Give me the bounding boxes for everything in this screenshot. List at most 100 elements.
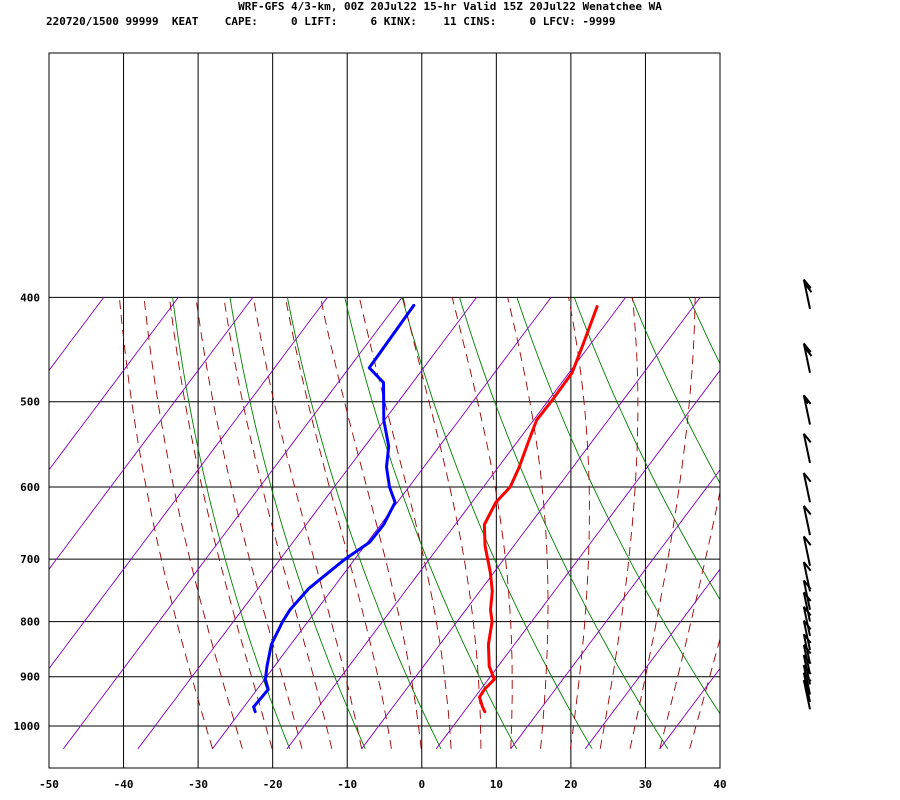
- y-tick-label: 500: [20, 396, 40, 409]
- wind-barb-staff: [802, 592, 811, 622]
- x-axis-tick-labels: -50 -40 -30 -20 -10 0 10 20 30 40: [39, 778, 727, 791]
- plot-frame: [48, 52, 721, 769]
- moist-adiabat-line: [252, 297, 363, 749]
- wind-barb-staff: [802, 672, 811, 703]
- isotherm-line: [137, 297, 477, 750]
- isotherm-line: [49, 297, 328, 670]
- dewpoint-profile-line: [252, 303, 416, 714]
- x-tick-label: 0: [418, 778, 425, 791]
- x-tick-label: -30: [188, 778, 208, 791]
- y-axis-tick-labels: 400 500 600 700 800 900 1000: [14, 291, 41, 733]
- wind-barb-full-flag: [803, 346, 813, 357]
- moist-adiabat-line: [659, 489, 720, 749]
- moist-adiabat-line: [143, 297, 243, 749]
- wind-barb-full-flag: [803, 579, 812, 590]
- x-tick-label: 40: [713, 778, 726, 791]
- dry-adiabat-line: [631, 297, 720, 485]
- isotherm-lines: [49, 297, 900, 750]
- dry-adiabat-line: [688, 297, 720, 365]
- dry-adiabat-line: [804, 297, 900, 749]
- wind-barb-full-flag: [803, 505, 812, 516]
- isotherm-line: [49, 297, 179, 471]
- dry-adiabat-line: [459, 297, 669, 750]
- isotherm-line: [63, 297, 403, 750]
- moist-adiabat-line: [223, 297, 333, 749]
- wind-barb-full-flag: [803, 342, 812, 353]
- x-tick-label: -10: [337, 778, 357, 791]
- isotherm-line: [286, 297, 627, 750]
- wind-barb-full-flag: [803, 535, 812, 546]
- y-tick-label: 400: [20, 291, 40, 304]
- y-tick-label: 900: [20, 671, 40, 684]
- wind-barb-full-flag: [803, 644, 812, 655]
- dry-adiabat-line: [573, 297, 720, 601]
- moist-adiabat-line: [284, 297, 392, 749]
- adiabat-lines: [118, 297, 900, 750]
- wind-barb-staff: [802, 620, 811, 651]
- moist-adiabat-line: [689, 637, 720, 749]
- wind-barb-staff: [802, 664, 811, 695]
- wind-barb-staff: [802, 679, 811, 710]
- dry-adiabat-line: [172, 297, 291, 749]
- wind-barb-staff: [802, 536, 811, 566]
- isotherm-line: [212, 297, 552, 750]
- sounding-profiles: [252, 303, 599, 714]
- wind-barb-full-flag: [803, 664, 812, 675]
- isotherm-line: [734, 297, 900, 749]
- y-tick-label: 700: [20, 553, 40, 566]
- wind-barb-full-flag: [803, 561, 812, 572]
- dry-adiabat-line: [344, 297, 517, 750]
- wind-barb-staff: [802, 505, 811, 536]
- isotherm-line: [659, 667, 720, 750]
- moist-adiabat-line: [402, 297, 482, 749]
- wind-barb-full-flag: [803, 394, 812, 405]
- isotherm-line: [49, 297, 105, 372]
- wind-barb-staff: [802, 472, 811, 503]
- y-tick-label: 1000: [14, 720, 41, 733]
- wind-barb-full-flag: [803, 654, 812, 665]
- wind-barb-full-flag: [803, 633, 812, 644]
- wind-barb-full-flag: [803, 472, 812, 483]
- dry-adiabat-line: [286, 297, 442, 749]
- moist-adiabat-line: [118, 297, 213, 749]
- wind-barb-full-flag: [803, 591, 812, 602]
- wind-barb-full-flag: [803, 433, 812, 444]
- chart-title: WRF-GFS 4/3-km, 00Z 20Jul22 15-hr Valid …: [238, 0, 662, 13]
- x-tick-label: -50: [39, 778, 59, 791]
- y-tick-label: 600: [20, 481, 40, 494]
- dry-adiabat-line: [516, 297, 720, 715]
- moist-adiabat-line: [629, 297, 696, 749]
- isotherm-line: [809, 297, 900, 749]
- moist-adiabat-line: [568, 297, 590, 749]
- moist-adiabat-line: [451, 297, 513, 749]
- isotherm-line: [49, 297, 254, 570]
- moist-adiabat-line: [599, 297, 639, 749]
- x-tick-label: 10: [490, 778, 503, 791]
- wind-barb-full-flag: [803, 278, 812, 289]
- dry-adiabat-line: [861, 297, 900, 749]
- wind-barb-full-flag: [803, 282, 813, 293]
- wind-barb-half-flag: [803, 679, 808, 686]
- moist-adiabat-line: [507, 297, 549, 749]
- isotherm-line: [584, 568, 720, 750]
- dry-adiabat-line: [746, 297, 900, 749]
- isotherm-line: [884, 297, 900, 749]
- moist-adiabat-line: [358, 297, 452, 749]
- isotherm-line: [361, 297, 701, 750]
- isotherm-line: [510, 469, 720, 750]
- dry-adiabat-line: [229, 297, 366, 749]
- temperature-profile-line: [478, 305, 599, 714]
- moist-adiabat-line: [320, 297, 422, 749]
- moist-adiabat-line: [195, 297, 303, 749]
- wind-barb-full-flag: [803, 606, 812, 617]
- wind-barb-staff: [802, 433, 811, 464]
- wind-barb-staff: [802, 606, 811, 637]
- wind-barb-full-flag: [803, 619, 812, 631]
- wind-barb-full-flag: [803, 672, 812, 683]
- wind-barb-half-flag: [803, 398, 809, 405]
- wind-barbs: [802, 278, 813, 710]
- dry-adiabat-line: [401, 297, 593, 750]
- y-tick-label: 800: [20, 616, 40, 629]
- x-tick-label: 20: [564, 778, 577, 791]
